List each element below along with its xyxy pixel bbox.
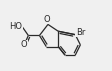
Text: HO: HO <box>9 23 22 31</box>
Text: O: O <box>43 15 50 24</box>
Text: Br: Br <box>75 28 85 37</box>
Text: O: O <box>21 40 27 49</box>
